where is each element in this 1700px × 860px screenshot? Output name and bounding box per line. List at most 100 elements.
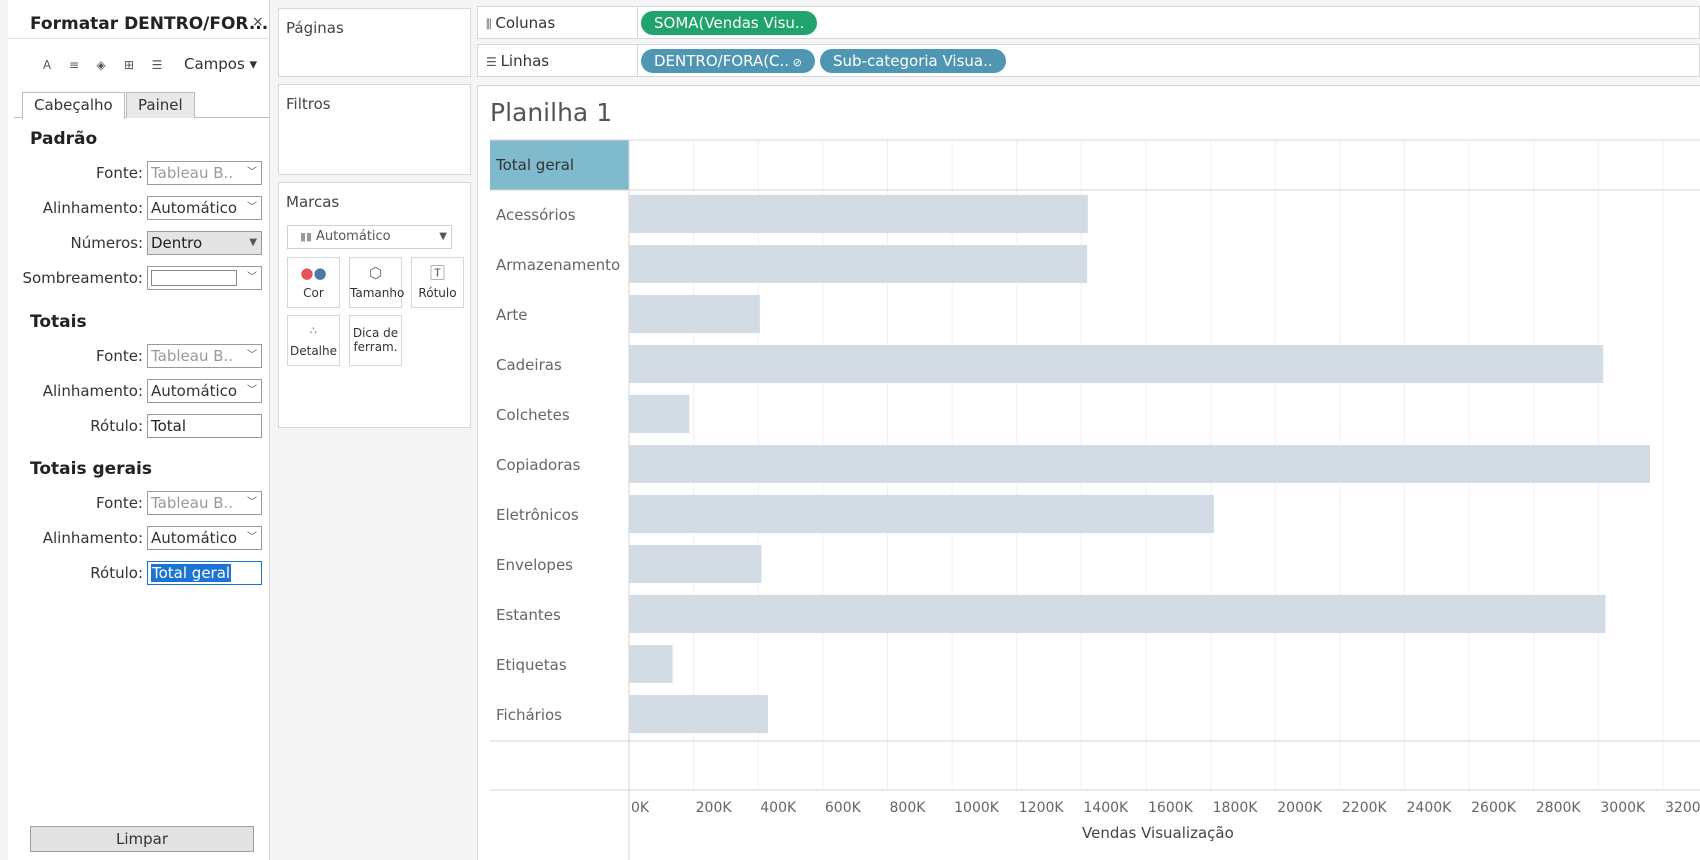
fields-dropdown[interactable]: Campos ▾ bbox=[184, 55, 258, 73]
chevron-down-icon: ﹀ bbox=[247, 497, 257, 508]
row-label: Envelopes bbox=[496, 556, 573, 574]
x-tick-label: 2200K bbox=[1342, 800, 1388, 816]
rows-shelf-label: ☰ Linhas bbox=[486, 52, 549, 70]
bar bbox=[629, 345, 1604, 383]
rows-pill-subcategory[interactable]: Sub-categoria Visua.. bbox=[820, 49, 1006, 73]
filters-shelf-title: Filtros bbox=[286, 95, 331, 113]
totals-label-input[interactable]: Total bbox=[147, 414, 262, 438]
selected-text: Total geral bbox=[151, 564, 232, 582]
sheet-title: Planilha 1 bbox=[490, 98, 613, 127]
totals-font-select[interactable]: Tableau B.. ﹀ bbox=[147, 344, 262, 368]
row-label: Arte bbox=[496, 306, 528, 324]
header-cell-grand-total bbox=[490, 140, 629, 190]
rows-pill-inside-outside[interactable]: DENTRO/FORA(C.. ⊘ bbox=[641, 49, 815, 73]
bar bbox=[629, 295, 760, 333]
divider bbox=[8, 38, 270, 39]
chevron-down-icon: ﹀ bbox=[247, 385, 257, 396]
bar bbox=[629, 695, 768, 733]
totals-align-value: Automático bbox=[151, 382, 238, 400]
grand-totals-align-value: Automático bbox=[151, 529, 238, 547]
worksheet: Planilha 1 Total geral Acessórios Armazena… bbox=[477, 85, 1700, 860]
x-tick-label: 2600K bbox=[1471, 800, 1517, 816]
default-numbers-select[interactable]: Dentro ▼ bbox=[147, 231, 262, 255]
totals-align-select[interactable]: Automático ﹀ bbox=[147, 379, 262, 403]
x-tick-label: 0K bbox=[631, 800, 650, 816]
grand-totals-font-value: Tableau B.. bbox=[151, 494, 234, 512]
grand-totals-label-label: Rótulo: bbox=[90, 564, 143, 582]
color-swatch bbox=[151, 270, 237, 286]
x-tick-label: 1600K bbox=[1148, 800, 1194, 816]
bar bbox=[629, 195, 1088, 233]
caret-down-icon: ▼ bbox=[439, 231, 447, 242]
marks-card-title: Marcas bbox=[286, 193, 340, 211]
x-tick-label: 3200K bbox=[1665, 800, 1700, 816]
totals-align-label: Alinhamento: bbox=[42, 382, 143, 400]
pages-shelf[interactable]: Páginas bbox=[278, 8, 471, 77]
grand-totals-font-select[interactable]: Tableau B.. ﹀ bbox=[147, 491, 262, 515]
default-align-label: Alinhamento: bbox=[42, 199, 143, 217]
row-label: Estantes bbox=[496, 606, 561, 624]
rows-shelf[interactable]: ☰ Linhas DENTRO/FORA(C.. ⊘ Sub-categoria… bbox=[477, 44, 1700, 77]
columns-icon: ⫼ bbox=[486, 17, 496, 31]
tab-header[interactable]: Cabeçalho bbox=[22, 92, 125, 119]
bar bbox=[629, 545, 762, 583]
row-label: Eletrônicos bbox=[496, 506, 579, 524]
rows-label-text: Linhas bbox=[500, 52, 550, 70]
grand-totals-align-select[interactable]: Automático ﹀ bbox=[147, 526, 262, 550]
marks-color-button[interactable]: ●● Cor bbox=[287, 257, 340, 308]
marks-tooltip-label: Dica de ferram. bbox=[352, 326, 399, 354]
section-default-heading: Padrão bbox=[30, 129, 98, 149]
filters-shelf[interactable]: Filtros bbox=[278, 84, 471, 175]
columns-shelf[interactable]: ⫼ Colunas SOMA(Vendas Visu.. bbox=[477, 6, 1700, 39]
chevron-down-icon: ﹀ bbox=[247, 272, 257, 283]
bar bbox=[629, 445, 1651, 483]
x-tick-label: 1200K bbox=[1019, 800, 1065, 816]
marks-detail-button[interactable]: ∴ Detalhe bbox=[287, 315, 340, 366]
marks-card: Marcas ▮▮ Automático ▼ ●● Cor ⬡ Tamanho … bbox=[278, 182, 471, 428]
columns-label-text: Colunas bbox=[495, 14, 556, 32]
font-format-icon[interactable]: A bbox=[42, 58, 52, 72]
detail-icon: ∴ bbox=[310, 324, 317, 337]
rows-icon: ☰ bbox=[486, 55, 501, 69]
marks-tooltip-button[interactable]: Dica de ferram. bbox=[349, 315, 402, 366]
marks-size-button[interactable]: ⬡ Tamanho bbox=[349, 257, 404, 308]
tab-pane[interactable]: Painel bbox=[126, 92, 195, 118]
shading-format-icon[interactable]: ◈ bbox=[96, 58, 106, 72]
bar bbox=[629, 645, 673, 683]
set-icon: ⊘ bbox=[789, 56, 802, 69]
close-icon[interactable]: × bbox=[252, 14, 264, 30]
format-tabs: Cabeçalho Painel bbox=[14, 92, 270, 119]
bar bbox=[629, 495, 1214, 533]
default-shading-picker[interactable]: ﹀ bbox=[147, 266, 262, 290]
chevron-down-icon: ﹀ bbox=[247, 350, 257, 361]
mark-type-select[interactable]: ▮▮ Automático ▼ bbox=[287, 225, 452, 249]
borders-format-icon[interactable]: ⊞ bbox=[123, 58, 135, 72]
x-tick-label: 600K bbox=[825, 800, 862, 816]
header-label: Total geral bbox=[495, 156, 574, 174]
grand-totals-label-input[interactable]: Total geral bbox=[147, 561, 262, 585]
clear-button[interactable]: Limpar bbox=[30, 826, 254, 852]
x-tick-label: 2800K bbox=[1536, 800, 1582, 816]
chevron-down-icon: ﹀ bbox=[247, 167, 257, 178]
chevron-down-icon: ﹀ bbox=[247, 202, 257, 213]
row-label: Etiquetas bbox=[496, 656, 567, 674]
color-icon: ●● bbox=[300, 264, 327, 282]
totals-label-label: Rótulo: bbox=[90, 417, 143, 435]
default-align-select[interactable]: Automático ﹀ bbox=[147, 196, 262, 220]
rows-pill-inside-outside-text: DENTRO/FORA(C.. bbox=[654, 52, 790, 70]
format-panel-title: Formatar DENTRO/FOR... bbox=[30, 14, 269, 34]
marks-label-button[interactable]: 🅃 Rótulo bbox=[411, 257, 464, 308]
alignment-format-icon[interactable]: ≡ bbox=[68, 58, 80, 72]
caret-down-icon: ▼ bbox=[249, 237, 257, 248]
default-font-select[interactable]: Tableau B.. ﹀ bbox=[147, 161, 262, 185]
columns-shelf-label: ⫼ Colunas bbox=[486, 14, 555, 32]
lines-format-icon[interactable]: ☰ bbox=[151, 58, 163, 72]
columns-pill-sum-sales[interactable]: SOMA(Vendas Visu.. bbox=[641, 11, 818, 35]
section-grand-totals-heading: Totais gerais bbox=[30, 459, 152, 479]
divider bbox=[637, 45, 638, 76]
x-tick-label: 3000K bbox=[1600, 800, 1646, 816]
row-label: Fichários bbox=[496, 706, 562, 724]
mark-type-value: Automático bbox=[316, 229, 391, 244]
marks-label-label: Rótulo bbox=[418, 286, 457, 300]
